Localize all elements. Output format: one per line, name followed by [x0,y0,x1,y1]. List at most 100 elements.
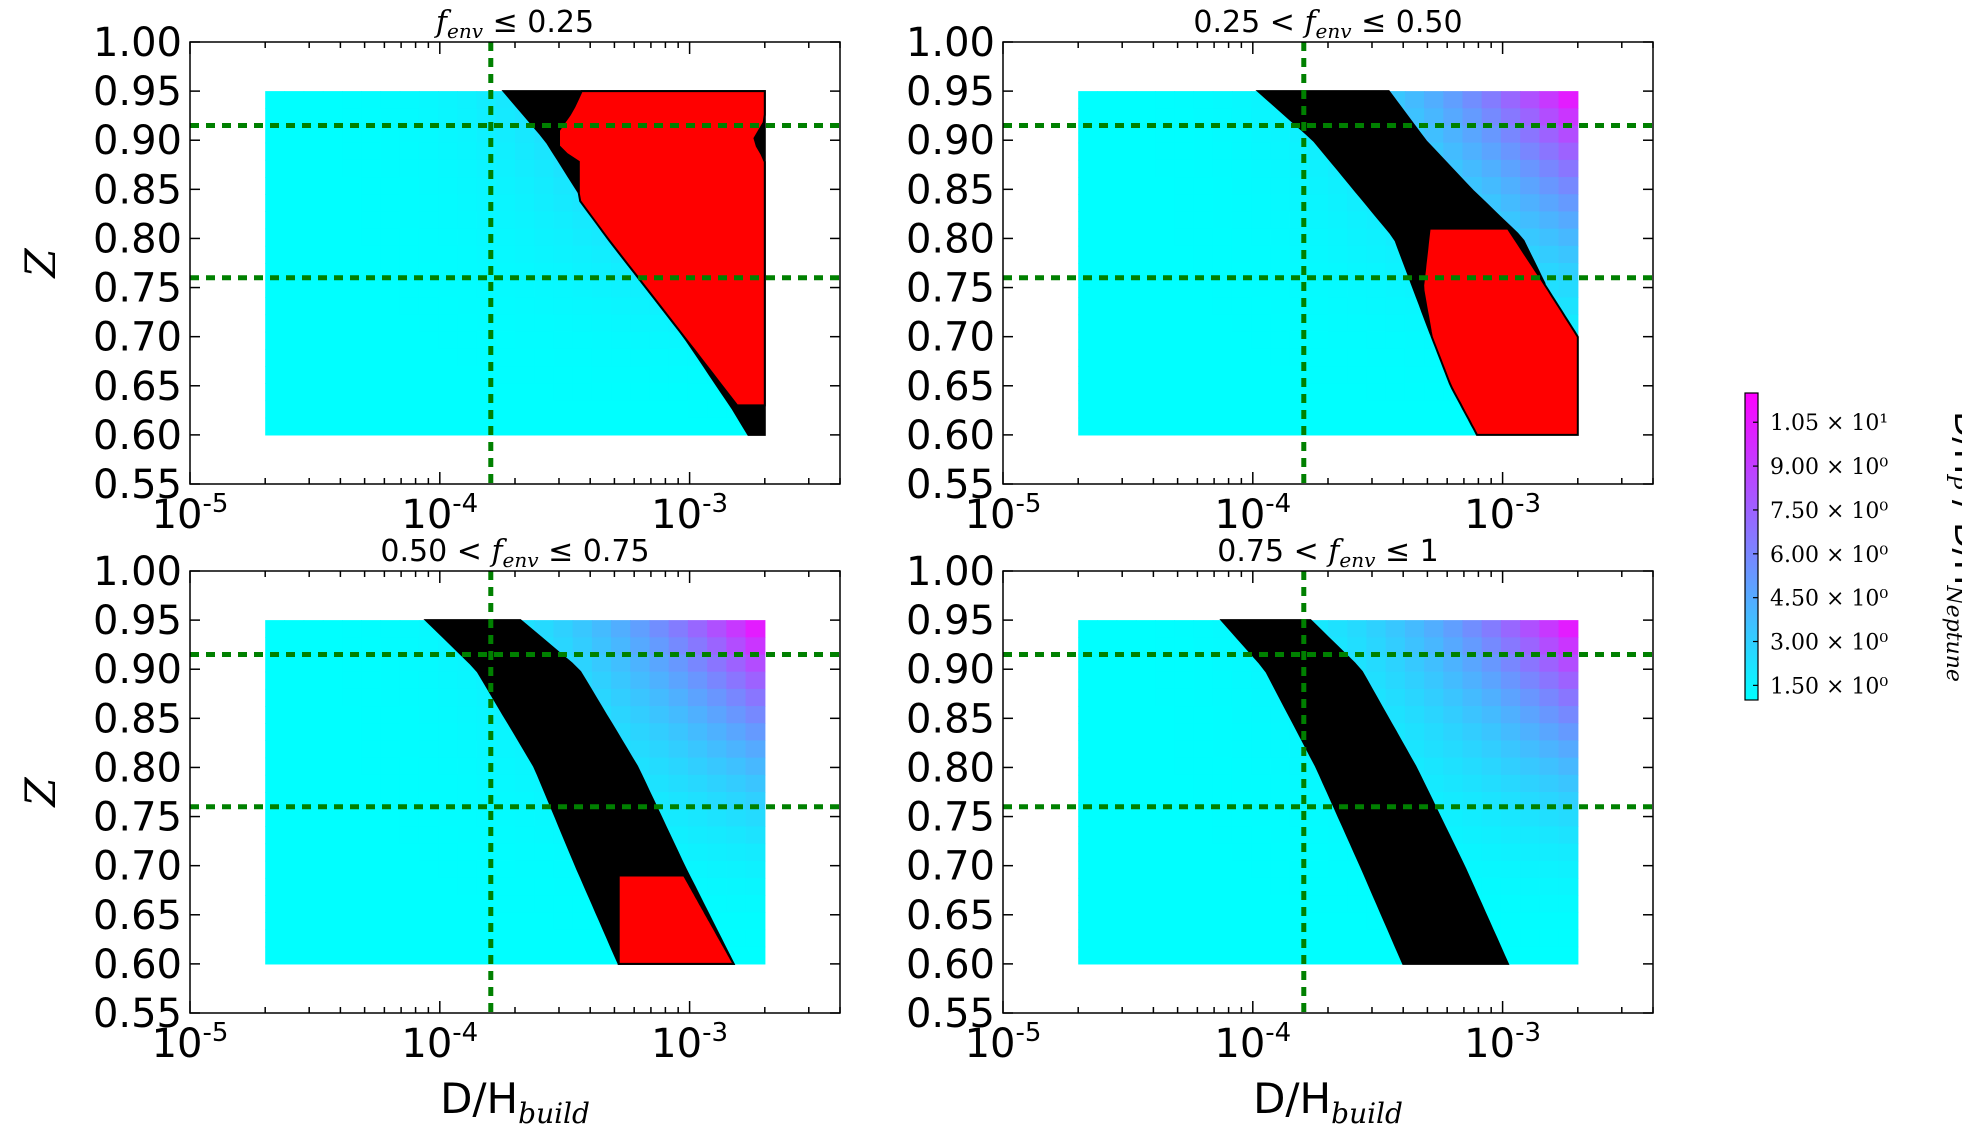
grid-cell [1078,280,1099,298]
grid-cell [611,348,631,367]
grid-cell [1078,929,1099,948]
grid-cell [1193,877,1214,896]
grid-cell [361,809,382,827]
grid-cell [1231,142,1252,161]
grid-cell [649,417,670,436]
grid-cell [1193,774,1214,793]
grid-cell [668,723,689,742]
grid-cell [342,774,362,793]
grid-cell [495,826,516,845]
grid-cell [457,228,478,247]
grid-cell [303,826,324,845]
grid-cell [572,348,593,367]
grid-cell [1116,366,1137,384]
grid-cell [1481,774,1502,793]
grid-cell [1155,297,1175,316]
grid-cell [1116,671,1137,690]
grid-cell [1481,895,1502,913]
grid-cell [438,417,458,436]
grid-cell [1539,740,1560,759]
grid-cell [1174,809,1195,827]
grid-cell [265,297,286,316]
grid-cell [534,159,555,178]
grid-cell [342,125,362,144]
grid-cell [1231,194,1252,213]
y-tick-label: 0.90 [93,118,182,164]
grid-cell [745,860,766,879]
grid-cell [726,671,747,690]
grid-cell [1443,740,1464,759]
grid-cell [476,297,497,316]
grid-cell [515,314,535,333]
grid-cell [303,688,324,707]
grid-cell [1231,654,1252,673]
grid-cell [1116,331,1137,350]
grid-cell [534,211,555,230]
grid-cell [322,620,343,638]
y-tick-label: 0.65 [93,893,182,939]
grid-cell [1462,142,1483,161]
grid-cell [1539,826,1560,845]
grid-cell [457,895,478,913]
y-tick-label: 0.95 [906,598,995,644]
grid-cell [1270,400,1291,419]
grid-cell [1155,314,1175,333]
grid-cell [418,177,439,195]
grid-cell [687,366,708,384]
grid-cell [284,826,305,845]
grid-cell [438,723,458,742]
grid-cell [1424,417,1444,436]
grid-cell [322,706,343,724]
grid-cell [1558,177,1579,195]
grid-cell [1155,740,1175,759]
grid-cell [1116,688,1137,707]
grid-cell [1097,671,1118,690]
grid-cell [476,826,497,845]
colorbar-tick-label: 6.00 × 10⁰ [1770,543,1888,568]
grid-cell [553,383,574,402]
grid-cell [438,826,458,845]
grid-cell [1481,706,1502,724]
grid-cell [1212,895,1233,913]
grid-cell [1424,366,1444,384]
grid-cell [1558,297,1579,316]
y-tick-label: 0.55 [906,462,995,508]
grid-cell [1212,860,1233,879]
grid-cell [1231,946,1252,965]
grid-cell [1078,843,1099,862]
grid-cell [1558,211,1579,230]
grid-cell [707,740,727,759]
grid-cell [1078,740,1099,759]
grid-cell [1404,654,1425,673]
panel-top-left: 1.000.950.900.850.800.750.700.650.600.55… [16,5,841,538]
grid-cell [1289,314,1310,333]
grid-cell [534,417,555,436]
grid-cell [284,297,305,316]
grid-cell [1097,620,1118,638]
grid-cell [1500,108,1521,127]
grid-cell [1174,860,1195,879]
grid-cell [476,245,497,264]
grid-cell [534,297,555,316]
grid-cell [1443,620,1464,638]
grid-cell [1270,245,1291,264]
grid-cell [284,706,305,724]
grid-cell [591,348,612,367]
grid-cell [553,895,574,913]
grid-cell [361,654,382,673]
grid-cell [399,297,420,316]
grid-cell [361,400,382,419]
grid-cell [1078,125,1099,144]
grid-cell [322,125,343,144]
grid-cell [1308,860,1329,879]
grid-cell [668,757,689,776]
grid-cell [303,194,324,213]
grid-cell [1289,895,1310,913]
grid-cell [476,125,497,144]
grid-cell [668,826,689,845]
grid-cell [265,929,286,948]
grid-cell [342,159,362,178]
grid-cell [1500,895,1521,913]
grid-cell [1097,417,1118,436]
grid-cell [1135,142,1156,161]
